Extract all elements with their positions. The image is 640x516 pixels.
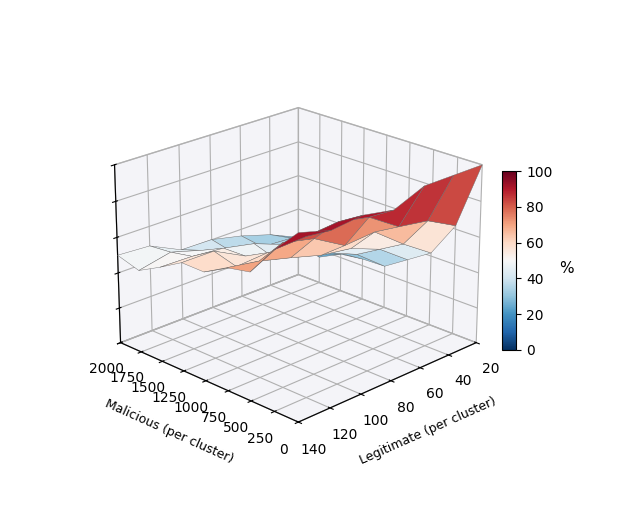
Y-axis label: Malicious (per cluster): Malicious (per cluster) [102,397,235,465]
Y-axis label: %: % [559,261,574,276]
X-axis label: Legitimate (per cluster): Legitimate (per cluster) [358,395,498,467]
